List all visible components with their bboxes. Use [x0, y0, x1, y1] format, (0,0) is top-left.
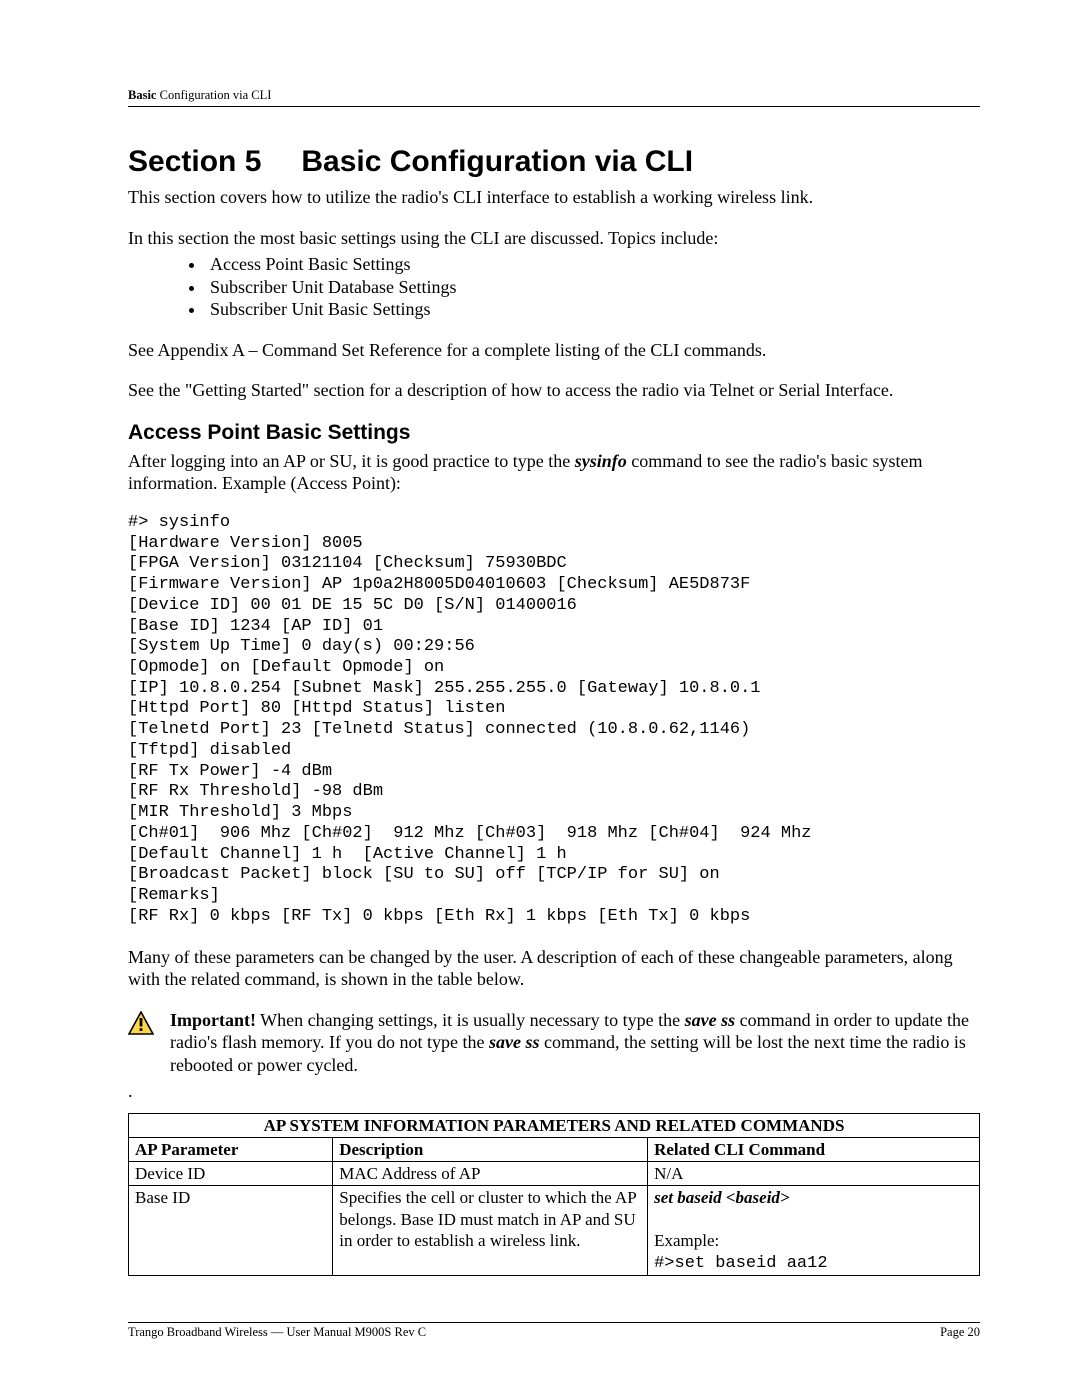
cell-command: set baseid <baseid> Example: #>set basei…	[648, 1186, 980, 1276]
list-item: Access Point Basic Settings	[206, 253, 980, 276]
cell-parameter: Device ID	[129, 1162, 333, 1186]
table-title: AP SYSTEM INFORMATION PARAMETERS AND REL…	[129, 1113, 980, 1137]
topics-list: Access Point Basic Settings Subscriber U…	[128, 253, 980, 321]
getting-started-note: See the "Getting Started" section for a …	[128, 379, 980, 402]
section-title: Section 5 Basic Configuration via CLI	[128, 143, 980, 181]
list-item: Subscriber Unit Database Settings	[206, 276, 980, 299]
page-footer: Trango Broadband Wireless — User Manual …	[128, 1322, 980, 1341]
cell-command: N/A	[648, 1162, 980, 1186]
important-label: Important!	[170, 1010, 256, 1030]
ap-parameters-table: AP SYSTEM INFORMATION PARAMETERS AND REL…	[128, 1113, 980, 1277]
important-text: Important! When changing settings, it is…	[170, 1009, 980, 1077]
column-header: Description	[333, 1137, 648, 1161]
many-params-paragraph: Many of these parameters can be changed …	[128, 946, 980, 991]
list-item: Subscriber Unit Basic Settings	[206, 298, 980, 321]
table-row: Base ID Specifies the cell or cluster to…	[129, 1186, 980, 1276]
stray-dot: .	[128, 1080, 980, 1103]
topics-lead: In this section the most basic settings …	[128, 227, 980, 250]
sysinfo-output: #> sysinfo [Hardware Version] 8005 [FPGA…	[128, 513, 980, 928]
important-note: Important! When changing settings, it is…	[128, 1009, 980, 1077]
warning-icon	[128, 1011, 154, 1035]
column-header: Related CLI Command	[648, 1137, 980, 1161]
after-login-paragraph: After logging into an AP or SU, it is go…	[128, 450, 980, 495]
column-header: AP Parameter	[129, 1137, 333, 1161]
text: When changing settings, it is usually ne…	[256, 1010, 685, 1030]
section-number: Section 5	[128, 145, 261, 178]
subsection-heading: Access Point Basic Settings	[128, 420, 980, 446]
footer-right: Page 20	[940, 1325, 980, 1341]
header-bold: Basic	[128, 88, 156, 102]
intro-paragraph: This section covers how to utilize the r…	[128, 186, 980, 209]
text: After logging into an AP or SU, it is go…	[128, 451, 575, 471]
section-name: Basic Configuration via CLI	[301, 145, 693, 178]
save-ss-command: save ss	[685, 1010, 736, 1030]
cell-parameter: Base ID	[129, 1186, 333, 1276]
sysinfo-command: sysinfo	[575, 451, 627, 471]
table-row: Device ID MAC Address of AP N/A	[129, 1162, 980, 1186]
example-label: Example:	[654, 1231, 719, 1250]
cell-description: Specifies the cell or cluster to which t…	[333, 1186, 648, 1276]
page-header: Basic Configuration via CLI	[128, 88, 980, 107]
example-command: #>set baseid aa12	[654, 1254, 827, 1273]
footer-left: Trango Broadband Wireless — User Manual …	[128, 1325, 426, 1341]
save-ss-command: save ss	[489, 1032, 540, 1052]
cell-description: MAC Address of AP	[333, 1162, 648, 1186]
appendix-note: See Appendix A – Command Set Reference f…	[128, 339, 980, 362]
header-rest: Configuration via CLI	[156, 88, 271, 102]
cli-command: set baseid <baseid>	[654, 1188, 790, 1207]
